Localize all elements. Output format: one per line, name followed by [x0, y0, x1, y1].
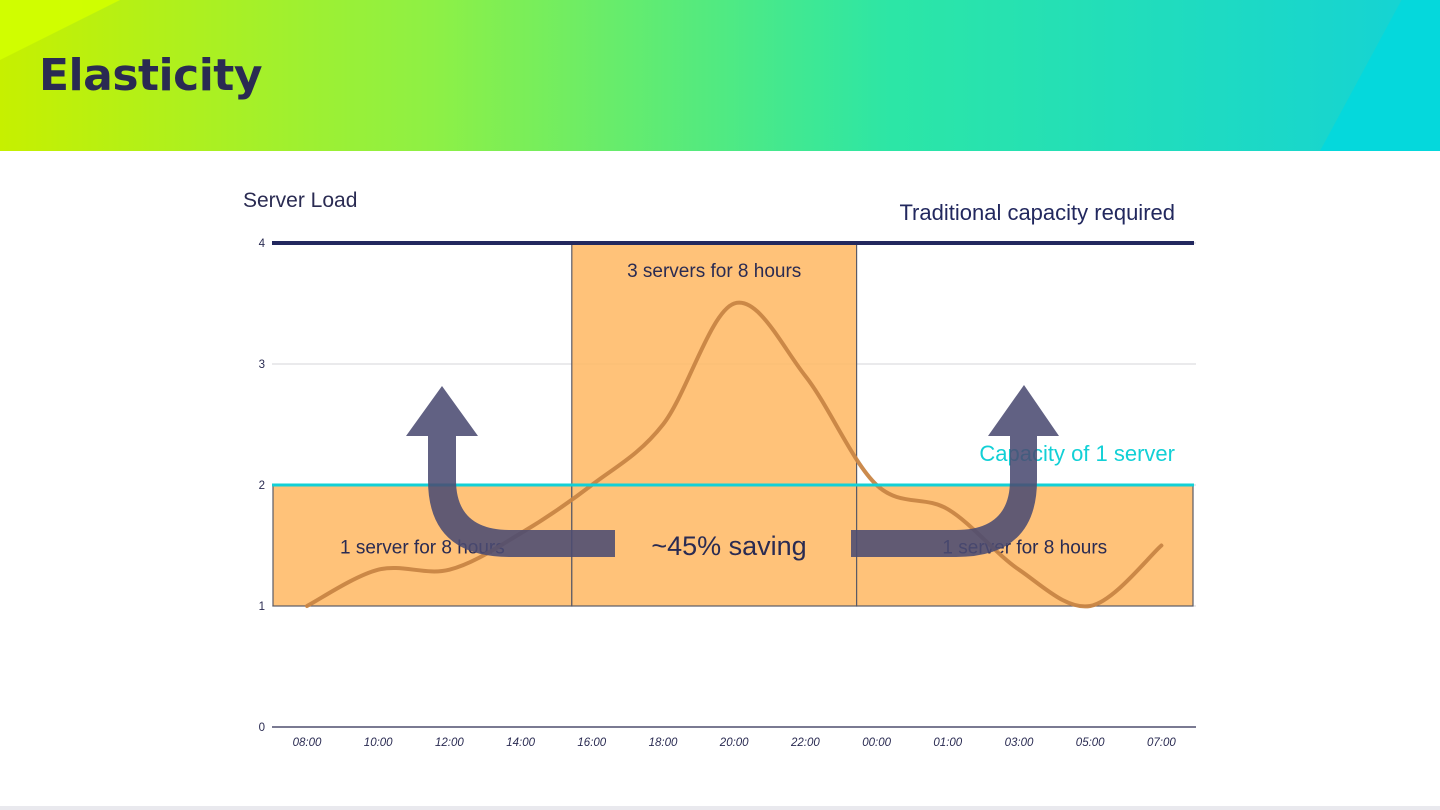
x-tick-labels: 08:00 10:00 12:00 14:00 16:00 18:00 20:00 22:00… [293, 737, 1177, 749]
x-tick-0700: 07:00 [1147, 737, 1176, 749]
x-tick-0300: 03:00 [1005, 737, 1034, 749]
footer-divider [0, 806, 1440, 810]
title-banner: Elasticity [0, 0, 1440, 151]
banner-facet-left [0, 0, 120, 60]
x-tick-2000: 20:00 [719, 737, 749, 749]
slide-title: Elasticity [39, 50, 263, 101]
capacity-box-label-middle: 3 servers for 8 hours [627, 261, 801, 282]
x-tick-1600: 16:00 [577, 737, 606, 749]
x-tick-1800: 18:00 [649, 737, 678, 749]
y-tick-1: 1 [259, 601, 265, 613]
x-tick-0100: 01:00 [933, 737, 962, 749]
x-tick-1200: 12:00 [435, 737, 464, 749]
x-tick-0800: 08:00 [293, 737, 322, 749]
y-axis-label: Server Load [243, 189, 357, 212]
arrow-left [406, 386, 615, 557]
load-curve [305, 300, 1164, 609]
saving-annotation: ~45% saving [651, 531, 806, 561]
arrow-right [851, 385, 1059, 557]
y-tick-0: 0 [259, 722, 265, 734]
ref-label-one-server: Capacity of 1 server [979, 441, 1175, 466]
load-curve-group [305, 300, 1164, 609]
y-tick-labels: 0 1 2 3 4 [259, 238, 266, 734]
y-tick-3: 3 [259, 359, 265, 371]
ref-label-traditional: Traditional capacity required [899, 200, 1175, 225]
x-tick-0000: 00:00 [862, 737, 891, 749]
capacity-box-middle [571, 242, 858, 607]
x-tick-1000: 10:00 [364, 737, 393, 749]
x-tick-0500: 05:00 [1076, 737, 1105, 749]
y-tick-4: 4 [259, 238, 266, 250]
y-tick-2: 2 [259, 480, 265, 492]
x-tick-2200: 22:00 [790, 737, 820, 749]
x-tick-1400: 14:00 [506, 737, 535, 749]
